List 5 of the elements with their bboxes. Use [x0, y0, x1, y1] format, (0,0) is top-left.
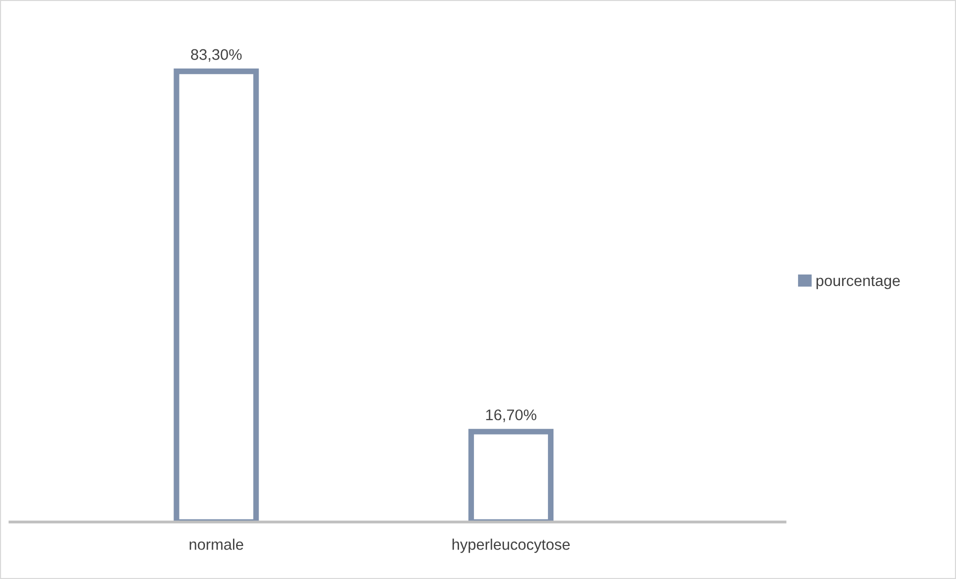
legend-label: pourcentage: [816, 276, 900, 290]
data-label: 16,70%: [486, 409, 536, 422]
x-tick-label: normale: [190, 538, 244, 550]
x-tick-label: hyperleucocytose: [452, 538, 570, 553]
data-label: 83,30%: [191, 49, 242, 62]
